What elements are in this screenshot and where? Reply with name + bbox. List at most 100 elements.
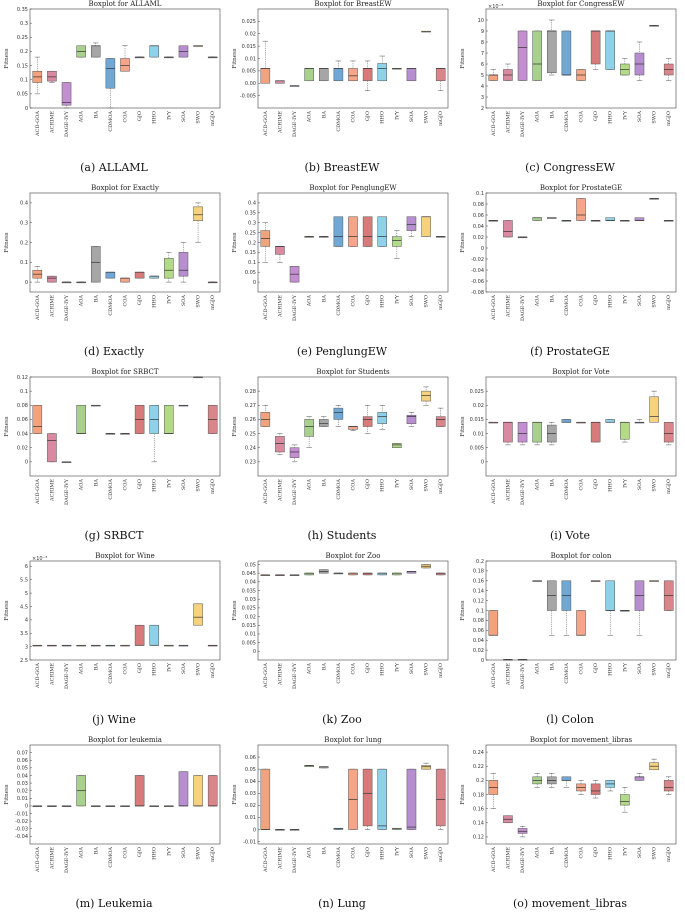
box-gjo — [590, 421, 601, 443]
box-cdmoa — [561, 30, 572, 76]
box-iqr — [164, 258, 174, 279]
box-iqr — [304, 68, 314, 82]
box-iqr — [275, 80, 285, 84]
x-tick-label: HHO — [608, 479, 614, 492]
y-tick-label: 0 — [253, 827, 256, 833]
x-tick-label: CDMOA — [336, 663, 342, 684]
x-tick-label: CDMOA — [108, 847, 114, 868]
box-coa — [576, 610, 586, 636]
box-ba — [318, 236, 329, 238]
box-aoa — [532, 30, 542, 81]
box-iqr — [392, 443, 402, 448]
y-tick-label: 0.04 — [245, 580, 256, 586]
box-soa — [634, 773, 645, 781]
x-tick-label: ACRIME — [49, 663, 55, 686]
x-tick-label: ACRIME — [505, 663, 511, 686]
chart-title: Boxplot for leukemia — [88, 736, 162, 744]
chart-title: Boxplot for Wine — [95, 552, 155, 560]
x-tick-label: AOA — [535, 295, 541, 308]
x-tick-label: COA — [351, 663, 357, 675]
box-iqr — [149, 45, 160, 58]
y-tick-label: 0.01 — [245, 56, 256, 62]
y-tick-label: 0.16 — [473, 579, 484, 585]
x-tick-label: DAGE-IVY — [520, 846, 526, 873]
y-tick-label: 0.01 — [473, 431, 484, 437]
box-coa — [348, 60, 358, 82]
x-tick-label: SOA — [181, 111, 187, 123]
x-tick-label: HHO — [608, 847, 614, 860]
y-tick-label: 4.5 — [20, 604, 28, 610]
box-iqr — [605, 217, 616, 221]
box-mgjo — [207, 56, 218, 59]
box-swo — [193, 45, 203, 47]
y-tick-label: 0.3 — [248, 221, 256, 227]
x-tick-label: AOA — [79, 663, 85, 676]
x-tick-label: ACD-GOA — [35, 111, 41, 137]
x-tick-label: BA — [93, 847, 99, 855]
box-iqr — [590, 783, 601, 795]
x-tick-label: SOA — [181, 663, 187, 675]
box-acrime — [275, 246, 285, 263]
y-tick-label: 0.06 — [245, 755, 256, 761]
x-tick-label: SWO — [424, 847, 430, 860]
box-iqr — [333, 68, 344, 82]
box-dage-ivy — [61, 461, 72, 463]
y-axis-label: Fitness — [460, 48, 466, 68]
x-tick-label: IVY — [166, 110, 172, 120]
box-coa — [120, 805, 130, 807]
x-tick-label: ACRIME — [277, 479, 283, 502]
box-swo — [649, 25, 659, 27]
box-acrime — [503, 421, 513, 446]
box-acd-goa — [488, 220, 499, 222]
x-tick-label: SWO — [652, 847, 658, 860]
y-axis-label: Fitness — [232, 784, 238, 804]
chart-title: Boxplot for lung — [324, 736, 382, 744]
box-aoa — [532, 421, 542, 446]
y-tick-label: 0.05 — [17, 766, 28, 772]
x-tick-label: mGJO — [210, 479, 216, 494]
y-tick-label: 0.015 — [242, 623, 256, 629]
panel-caption: (b) BreastEW — [304, 161, 380, 174]
box-gjo — [362, 405, 373, 434]
box-dage-ivy — [289, 574, 300, 576]
box-ba — [546, 422, 557, 446]
box-iqr — [377, 412, 388, 424]
box-cdmoa — [561, 580, 572, 636]
box-coa — [576, 421, 586, 424]
y-tick-label: 9 — [481, 29, 484, 35]
x-tick-label: mGJO — [666, 479, 672, 494]
panel-penglungew: Boxplot for PenglungEW 0 0.05 0.1 0.15 0.2 0.2… — [228, 184, 456, 368]
x-tick-label: BA — [549, 663, 555, 671]
x-tick-label: GJO — [365, 663, 371, 673]
y-tick-label: 2 — [481, 106, 484, 112]
box-swo — [421, 386, 431, 406]
y-tick-label: 0.1 — [20, 389, 28, 395]
y-axis-label: Fitness — [4, 784, 10, 804]
y-tick-label: 0.4 — [20, 201, 28, 207]
x-tick-label: SOA — [181, 479, 187, 491]
x-tick-label: BA — [549, 847, 555, 855]
x-tick-label: mGJO — [210, 847, 216, 862]
x-tick-label: COA — [579, 111, 585, 123]
box-mgjo — [435, 768, 446, 830]
y-tick-label: 7 — [481, 51, 484, 57]
x-tick-label: AOA — [535, 847, 541, 860]
x-tick-label: mGJO — [210, 663, 216, 678]
y-tick-label: 0.025 — [470, 389, 484, 395]
x-tick-label: IVY — [394, 662, 400, 672]
x-tick-label: HHO — [152, 111, 158, 124]
x-tick-label: GJO — [137, 479, 143, 489]
y-tick-label: -0.01 — [243, 839, 256, 845]
box-soa — [406, 768, 417, 830]
y-tick-label: 0.24 — [245, 446, 256, 452]
y-tick-label: 0.005 — [470, 446, 484, 452]
x-tick-label: DAGE-IVY — [64, 478, 70, 505]
box-iqr — [333, 407, 344, 420]
box-iqr — [546, 30, 557, 74]
x-tick-label: GJO — [593, 847, 599, 857]
y-tick-label: -0.005 — [240, 93, 256, 99]
box-soa — [634, 41, 645, 81]
box-acd-goa — [488, 610, 499, 636]
y-tick-label: -0.01 — [15, 811, 28, 817]
y-tick-label: 0.08 — [17, 403, 28, 409]
